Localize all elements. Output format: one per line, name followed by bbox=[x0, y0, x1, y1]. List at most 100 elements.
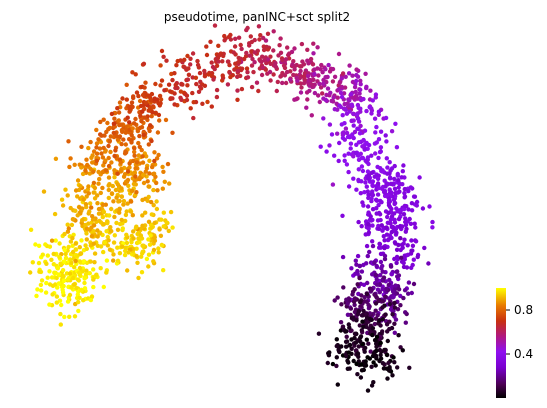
scatter-point bbox=[320, 91, 325, 96]
scatter-point bbox=[350, 292, 355, 297]
scatter-point bbox=[104, 258, 110, 263]
scatter-point bbox=[346, 169, 351, 175]
scatter-point bbox=[152, 150, 157, 155]
scatter-point bbox=[104, 270, 109, 275]
scatter-point bbox=[382, 238, 387, 243]
scatter-point bbox=[271, 48, 276, 53]
scatter-point bbox=[168, 89, 173, 94]
scatter-point bbox=[334, 363, 339, 369]
scatter-point bbox=[124, 209, 129, 214]
scatter-point bbox=[378, 129, 384, 134]
scatter-point bbox=[138, 233, 144, 238]
scatter-point bbox=[109, 228, 114, 234]
scatter-point bbox=[410, 243, 416, 248]
scatter-point bbox=[387, 175, 393, 180]
scatter-point bbox=[341, 285, 346, 290]
scatter-point bbox=[357, 91, 362, 96]
scatter-point bbox=[372, 292, 377, 297]
scatter-point bbox=[128, 199, 134, 204]
scatter-point bbox=[71, 232, 76, 237]
scatter-point bbox=[166, 228, 171, 234]
scatter-point bbox=[218, 51, 223, 56]
scatter-point bbox=[158, 63, 163, 68]
scatter-point bbox=[51, 251, 56, 257]
scatter-point bbox=[168, 96, 173, 102]
scatter-point bbox=[75, 253, 80, 259]
scatter-point bbox=[69, 260, 74, 265]
scatter-point bbox=[413, 225, 418, 230]
scatter-point bbox=[73, 247, 78, 252]
scatter-point bbox=[348, 141, 354, 146]
scatter-point bbox=[355, 116, 361, 121]
scatter-point bbox=[369, 198, 374, 204]
scatter-point bbox=[45, 275, 50, 280]
scatter-point bbox=[140, 197, 145, 203]
scatter-point bbox=[235, 88, 240, 93]
scatter-point bbox=[209, 104, 214, 109]
scatter-point bbox=[216, 43, 221, 48]
scatter-point bbox=[380, 269, 385, 274]
scatter-point bbox=[402, 194, 408, 199]
scatter-point bbox=[372, 260, 377, 265]
scatter-point bbox=[156, 250, 161, 255]
scatter-point bbox=[359, 293, 364, 298]
scatter-point bbox=[364, 108, 369, 114]
scatter-point bbox=[378, 323, 383, 328]
scatter-point bbox=[122, 252, 128, 258]
scatter-point bbox=[332, 298, 337, 303]
scatter-point bbox=[281, 63, 287, 68]
scatter-point bbox=[265, 47, 271, 52]
scatter-point bbox=[365, 253, 370, 259]
scatter-point bbox=[131, 94, 136, 99]
scatter-point bbox=[417, 175, 422, 180]
scatter-point bbox=[375, 313, 380, 318]
scatter-point bbox=[86, 184, 91, 189]
scatter-point bbox=[346, 184, 352, 189]
scatter-point bbox=[257, 37, 262, 42]
scatter-point bbox=[328, 90, 333, 96]
scatter-point bbox=[385, 376, 390, 381]
scatter-point bbox=[129, 140, 134, 145]
scatter-point bbox=[114, 133, 119, 139]
scatter-point bbox=[352, 287, 357, 292]
scatter-point bbox=[117, 100, 123, 105]
scatter-point bbox=[78, 251, 83, 257]
scatter-point bbox=[365, 388, 371, 393]
scatter-point bbox=[358, 78, 363, 84]
scatter-point bbox=[142, 85, 147, 90]
scatter-point bbox=[385, 214, 390, 220]
scatter-point bbox=[341, 106, 347, 111]
scatter-point bbox=[179, 97, 184, 103]
scatter-point bbox=[172, 71, 177, 76]
scatter-point bbox=[392, 256, 397, 262]
scatter-point bbox=[370, 179, 376, 184]
scatter-point bbox=[366, 192, 371, 197]
scatter-point bbox=[405, 243, 410, 248]
scatter-point bbox=[80, 218, 85, 223]
scatter-point bbox=[331, 95, 336, 100]
scatter-point bbox=[347, 134, 352, 139]
scatter-point bbox=[251, 69, 256, 75]
scatter-point bbox=[370, 332, 375, 338]
scatter-point bbox=[335, 95, 340, 100]
scatter-point bbox=[124, 232, 129, 237]
scatter-point bbox=[140, 213, 145, 218]
scatter-point bbox=[75, 277, 81, 282]
scatter-point bbox=[152, 220, 157, 226]
scatter-point bbox=[392, 211, 397, 216]
scatter-point bbox=[106, 195, 112, 201]
scatter-point bbox=[346, 151, 351, 156]
scatter-point bbox=[321, 81, 326, 86]
scatter-point bbox=[152, 158, 157, 164]
scatter-point bbox=[77, 245, 83, 250]
scatter-point bbox=[335, 131, 340, 136]
scatter-point bbox=[175, 58, 180, 64]
scatter-point bbox=[407, 216, 412, 222]
scatter-point bbox=[124, 240, 130, 246]
scatter-point bbox=[393, 121, 398, 127]
scatter-point bbox=[191, 100, 196, 105]
scatter-point bbox=[244, 50, 249, 56]
scatter-point bbox=[107, 247, 113, 252]
scatter-point bbox=[406, 188, 411, 194]
scatter-point bbox=[334, 337, 339, 342]
